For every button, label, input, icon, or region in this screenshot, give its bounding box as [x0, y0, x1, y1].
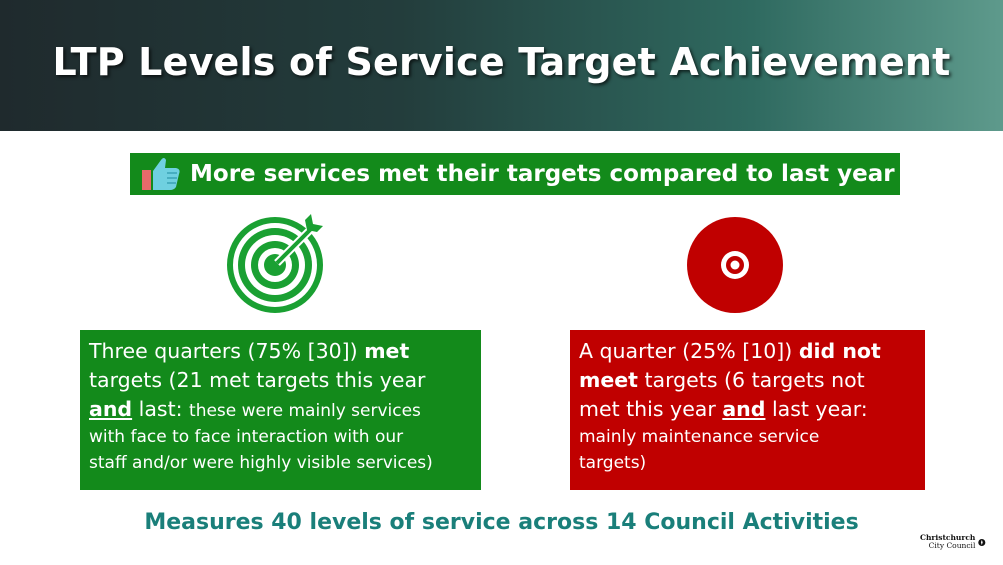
not-met-emphasis: and [722, 397, 766, 421]
met-text: staff and/or were highly visible service… [89, 453, 433, 473]
met-text: these were mainly services [189, 401, 421, 421]
target-hit-icon [227, 214, 323, 313]
not-met-emphasis: did not [798, 339, 881, 363]
header-band: LTP Levels of Service Target Achievement [0, 0, 1003, 131]
target-miss-icon [687, 217, 783, 313]
met-emphasis: met [364, 339, 410, 363]
logo-line-2: City Council [928, 541, 976, 550]
met-text: Three quarters (75% [30]) [89, 339, 365, 363]
not-met-targets-box: A quarter (25% [10]) did not meet target… [570, 330, 925, 490]
met-emphasis: and [89, 397, 133, 421]
summary-banner: More services met their targets compared… [130, 153, 900, 195]
not-met-text: targets) [579, 453, 647, 473]
banner-text: More services met their targets compared… [190, 161, 895, 187]
not-met-text: mainly maintenance service [579, 427, 820, 447]
footer-summary: Measures 40 levels of service across 14 … [144, 510, 859, 535]
not-met-text: targets (6 targets not [637, 368, 865, 392]
met-text: last: [132, 397, 190, 421]
council-emblem-icon [978, 538, 986, 546]
logo-text: Christchurch City Council [920, 534, 975, 550]
not-met-text: met this year [579, 397, 723, 421]
slide-title: LTP Levels of Service Target Achievement [52, 40, 951, 84]
met-text: with face to face interaction with our [89, 427, 404, 447]
logo-line-1: Christchurch [920, 533, 976, 542]
not-met-text: last year: [765, 397, 868, 421]
not-met-emphasis: meet [579, 368, 638, 392]
not-met-text: A quarter (25% [10]) [579, 339, 799, 363]
met-targets-box: Three quarters (75% [30]) met targets (2… [80, 330, 481, 490]
met-text: targets (21 met targets this year [89, 368, 426, 392]
council-logo: Christchurch City Council [920, 530, 986, 554]
thumbs-up-icon [142, 158, 180, 190]
